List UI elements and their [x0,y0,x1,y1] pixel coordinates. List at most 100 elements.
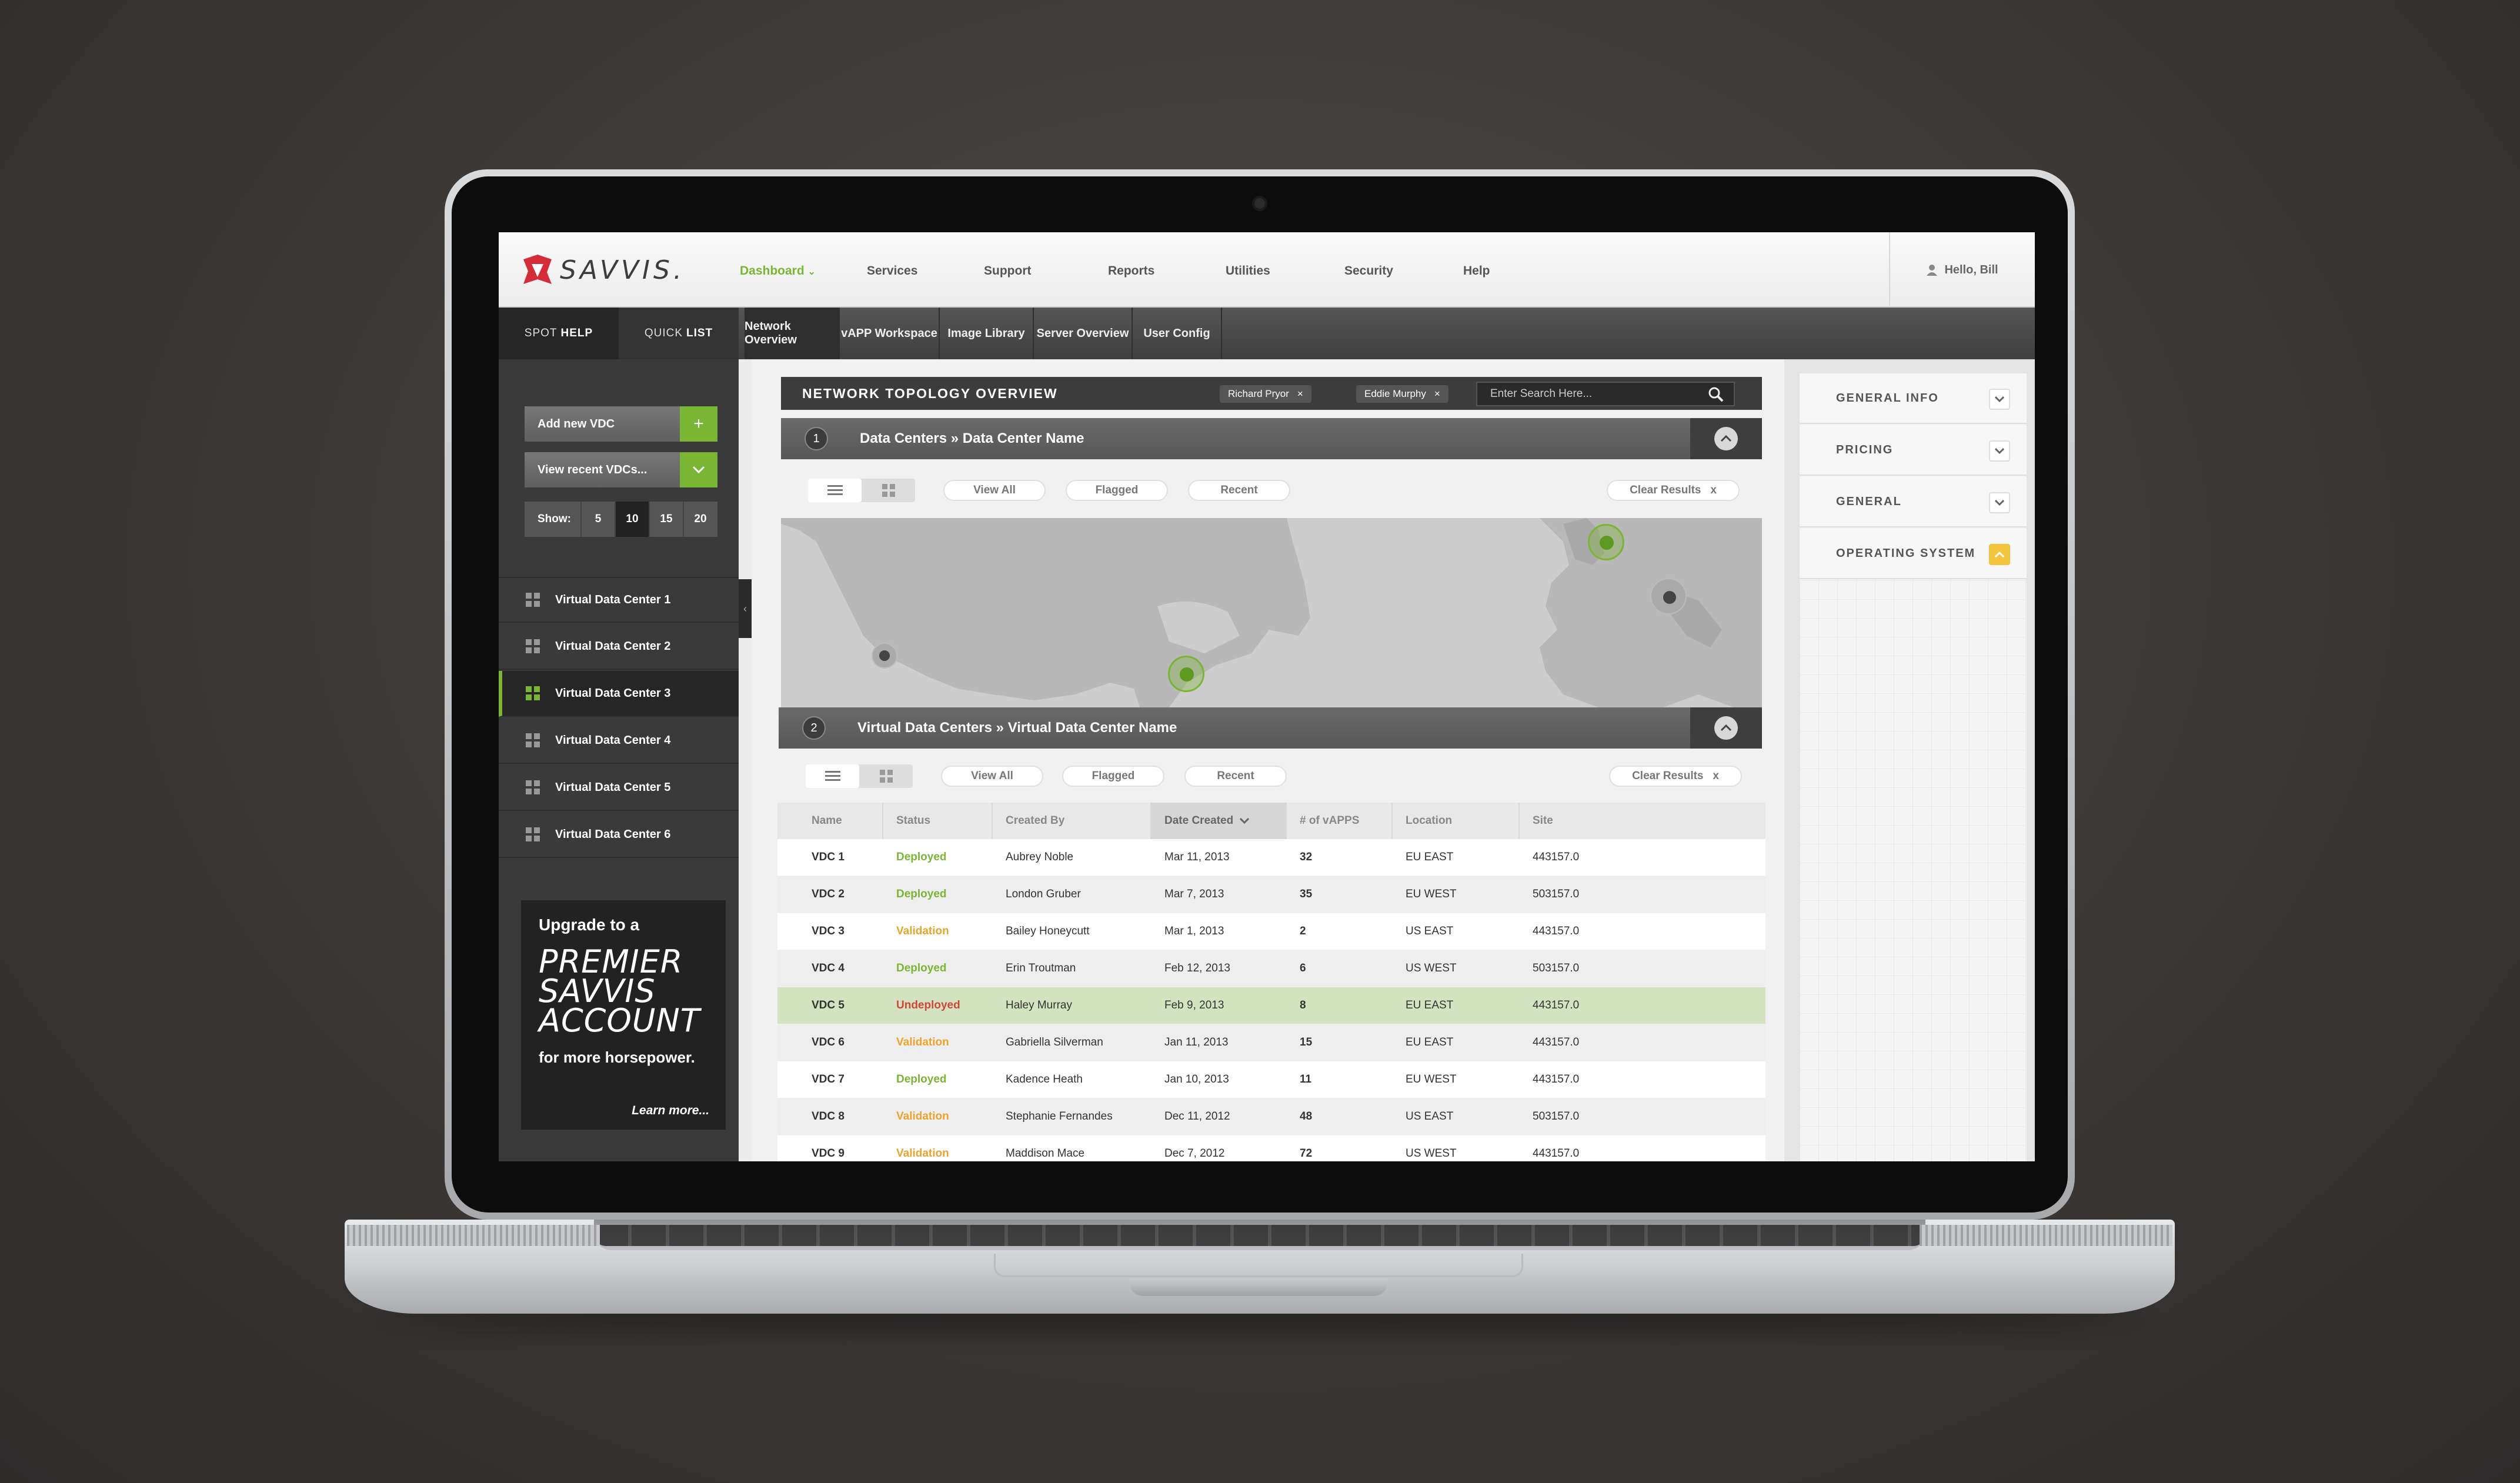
table-row[interactable]: VDC 8 Validation Stephanie Fernandes Dec 11… [777,1098,1765,1135]
clear-results-button[interactable]: Clear Results x [1607,480,1740,501]
table-row[interactable]: VDC 7 Deployed Kadence Heath Jan 10, 2013 11… [777,1061,1765,1098]
sidebar-item-vdc-3[interactable]: Virtual Data Center 3 [499,671,739,717]
sidebar-collapse-handle[interactable]: ‹ [739,579,752,638]
nav-help[interactable]: Help [1463,264,1490,278]
table-row[interactable]: VDC 6 Validation Gabriella Silverman Jan 11… [777,1024,1765,1061]
show-option-5[interactable]: 5 [580,502,615,537]
sidebar-item-vdc-6[interactable]: Virtual Data Center 6 [499,812,739,858]
plus-icon[interactable]: + [680,406,717,442]
add-vdc-button[interactable]: Add new VDC [525,406,680,442]
accordion-general[interactable]: GENERAL [1800,477,2027,527]
user-greeting: Hello, Bill [1944,263,1998,276]
cell-name[interactable]: VDC 6 [812,1036,845,1048]
list-view-icon[interactable] [806,764,859,788]
tab-spot-help[interactable]: SPOT HELP [499,308,619,359]
tab-vapp-workspace[interactable]: vAPP Workspace [840,308,940,359]
cell-name[interactable]: VDC 5 [812,999,845,1011]
column-header-site[interactable]: Site [1533,814,1553,827]
cell-name[interactable]: VDC 9 [812,1147,845,1160]
chevron-down-icon[interactable] [680,452,717,487]
grid-view-icon[interactable] [862,479,915,502]
sidebar-item-vdc-5[interactable]: Virtual Data Center 5 [499,765,739,811]
close-icon[interactable]: × [1434,388,1440,399]
accordion-operating-system[interactable]: OPERATING SYSTEM [1800,529,2027,579]
tab-quick-list[interactable]: QUICK LIST [619,308,739,359]
breadcrumb-root[interactable]: Data Centers [860,430,947,446]
collapse-section-button[interactable] [1690,707,1762,749]
show-option-10[interactable]: 10 [615,502,649,537]
user-menu[interactable]: Hello, Bill [1889,232,2035,308]
table-row[interactable]: VDC 3 Validation Bailey Honeycutt Mar 1, 20… [777,913,1765,950]
cell-name[interactable]: VDC 1 [812,851,845,863]
chevron-down-icon[interactable] [1989,492,2010,513]
datacenter-marker[interactable] [1650,578,1687,614]
cell-created-by: Haley Murray [1006,999,1072,1011]
flagged-filter[interactable]: Flagged [1062,766,1164,787]
upgrade-promo[interactable]: Upgrade to a PREMIER SAVVIS ACCOUNT for … [521,900,726,1130]
clear-results-button[interactable]: Clear Results x [1609,766,1742,787]
cell-name[interactable]: VDC 8 [812,1110,845,1123]
grid-view-icon[interactable] [859,764,913,788]
cell-name[interactable]: VDC 2 [812,888,845,900]
chevron-down-icon[interactable] [1989,389,2010,410]
cell-status: Validation [896,1036,949,1048]
datacenter-marker-active[interactable] [1588,524,1624,560]
chevron-down-icon[interactable] [1989,440,2010,462]
list-view-icon[interactable] [808,479,862,502]
view-toggle [808,479,915,502]
collapse-section-button[interactable] [1690,418,1762,459]
accordion-pricing[interactable]: PRICING [1800,425,2027,476]
nav-dashboard[interactable]: Dashboard ⌄ [740,264,816,278]
nav-security[interactable]: Security [1344,264,1393,278]
table-row[interactable]: VDC 4 Deployed Erin Troutman Feb 12, 2013 6 U… [777,950,1765,987]
column-header-date-created[interactable]: Date Created [1151,803,1287,839]
table-row[interactable]: VDC 2 Deployed London Gruber Mar 7, 2013 35 E… [777,876,1765,913]
sidebar-item-vdc-4[interactable]: Virtual Data Center 4 [499,718,739,764]
nav-utilities[interactable]: Utilities [1226,264,1270,278]
tab-server-overview[interactable]: Server Overview [1034,308,1133,359]
sidebar-item-vdc-1[interactable]: Virtual Data Center 1 [499,577,739,623]
column-header-created-by[interactable]: Created By [993,803,1151,839]
nav-reports[interactable]: Reports [1108,264,1155,278]
savvis-logo[interactable]: SAVVIS. [521,252,685,288]
datacenter-marker[interactable] [872,643,897,669]
cell-name[interactable]: VDC 4 [812,962,845,974]
column-header-status[interactable]: Status [883,803,993,839]
cell-name[interactable]: VDC 7 [812,1073,845,1085]
show-option-15[interactable]: 15 [649,502,683,537]
column-header-location[interactable]: Location [1393,803,1520,839]
table-row[interactable]: VDC 1 Deployed Aubrey Noble Mar 11, 2013 32 E… [777,839,1765,876]
accordion-general-info[interactable]: GENERAL INFO [1800,373,2027,424]
breadcrumb-root[interactable]: Virtual Data Centers [857,720,992,736]
recent-filter[interactable]: Recent [1188,480,1290,501]
column-header-name[interactable]: Name [777,803,883,839]
show-option-20[interactable]: 20 [683,502,717,537]
view-all-filter[interactable]: View All [941,766,1043,787]
tab-image-library[interactable]: Image Library [940,308,1034,359]
filter-chip[interactable]: Richard Pryor × [1220,385,1311,403]
recent-filter[interactable]: Recent [1184,766,1287,787]
world-map[interactable] [781,518,1762,707]
search-icon[interactable] [1708,386,1724,403]
table-row[interactable]: VDC 5 Undeployed Haley Murray Feb 9, 2013 8 E… [777,987,1765,1024]
datacenter-marker-active[interactable] [1168,656,1204,692]
nav-services[interactable]: Services [867,264,918,278]
search-input[interactable]: Enter Search Here... [1476,382,1735,406]
tab-network-overview[interactable]: Network Overview [745,308,840,359]
column-header-vapps[interactable]: # of vAPPS [1287,803,1393,839]
table-row[interactable]: VDC 9 Validation Maddison Mace Dec 7, 2012 7… [777,1135,1765,1161]
learn-more-link[interactable]: Learn more... [632,1104,709,1117]
tab-user-config[interactable]: User Config [1133,308,1222,359]
flagged-filter[interactable]: Flagged [1066,480,1168,501]
view-recent-vdcs-button[interactable]: View recent VDCs... [525,452,680,487]
sidebar-item-vdc-2[interactable]: Virtual Data Center 2 [499,624,739,670]
close-icon[interactable]: × [1297,388,1303,399]
cell-name[interactable]: VDC 3 [812,925,845,937]
accordion-label: GENERAL INFO [1836,391,1939,405]
view-all-filter[interactable]: View All [943,480,1046,501]
nav-support[interactable]: Support [984,264,1032,278]
chevron-up-icon[interactable] [1989,544,2010,565]
filter-chip[interactable]: Eddie Murphy × [1356,385,1448,403]
promo-intro: Upgrade to a [539,916,640,934]
chevron-down-icon: ⌄ [807,267,816,277]
